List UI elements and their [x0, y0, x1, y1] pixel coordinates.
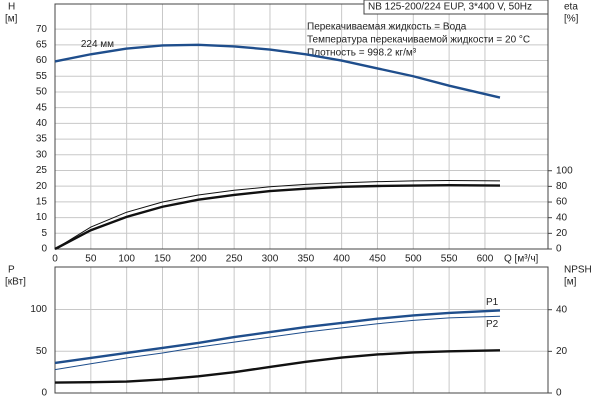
y2-axis-label: [%]	[564, 14, 579, 25]
y-tick-label: 40	[36, 118, 48, 129]
curve	[54, 180, 500, 250]
curve	[54, 315, 501, 371]
curve-label: P1	[486, 297, 499, 308]
y-tick-label: 45	[36, 102, 48, 113]
y2-axis-label: [м]	[564, 277, 577, 288]
y-tick-label: 55	[36, 71, 48, 82]
y2-tick-label: 20	[556, 228, 568, 239]
x-tick-label: 350	[297, 254, 314, 265]
x-tick-label: 400	[333, 254, 350, 265]
x-tick-label: 300	[262, 254, 279, 265]
y2-tick-label: 40	[556, 212, 568, 223]
info-text: Перекачиваемая жидкость = Вода	[307, 22, 467, 33]
y2-axis-label: NPSH	[564, 265, 592, 276]
x-tick-label: 450	[369, 254, 386, 265]
x-tick-label: 200	[190, 254, 207, 265]
y-tick-label: 25	[36, 165, 48, 176]
y-axis-label: [кВт]	[5, 277, 26, 288]
y-tick-label: 10	[36, 212, 48, 223]
header: NB 125-200/224 EUP, 3*400 V, 50Hz	[368, 2, 532, 13]
y-tick-label: 0	[41, 388, 47, 399]
x-tick-label: 100	[118, 254, 135, 265]
x-tick-label: 250	[226, 254, 243, 265]
header-box	[363, 0, 549, 15]
y2-tick-label: 20	[556, 346, 568, 357]
y2-tick-label: 100	[556, 165, 573, 176]
y-tick-label: 100	[30, 304, 47, 315]
y-tick-label: 65	[36, 39, 48, 50]
x-tick-label: 50	[85, 254, 97, 265]
y2-tick-label: 0	[556, 244, 562, 255]
curve-label: 224 мм	[81, 39, 114, 50]
plot-frame	[54, 266, 549, 394]
y-tick-label: 5	[41, 228, 47, 239]
info-text: Температура перекачиваемой жидкости = 20…	[307, 35, 530, 46]
y-tick-label: 15	[36, 197, 48, 208]
info-text: Плотность = 998.2 кг/м³	[307, 48, 417, 59]
x-tick-label: 150	[154, 254, 171, 265]
x-tick-label: 600	[477, 254, 494, 265]
x-tick-label: 0	[52, 254, 58, 265]
y-tick-label: 0	[41, 244, 47, 255]
curve-label: P2	[486, 319, 499, 330]
curve	[54, 309, 501, 365]
y-tick-label: 60	[36, 55, 48, 66]
y-axis-label: P	[8, 265, 15, 276]
y2-tick-label: 60	[556, 197, 568, 208]
y-axis-label: H	[8, 2, 15, 13]
curve	[54, 184, 500, 251]
y2-tick-label: 0	[556, 388, 562, 399]
curve	[54, 43, 501, 99]
y-tick-label: 20	[36, 181, 48, 192]
y-tick-label: 30	[36, 149, 48, 160]
y2-axis-label: eta	[564, 2, 578, 13]
y-tick-label: 50	[36, 346, 48, 357]
y-tick-label: 35	[36, 134, 48, 145]
y-tick-label: 50	[36, 87, 48, 98]
x-tick-label: 550	[441, 254, 458, 265]
y2-tick-label: 40	[556, 304, 568, 315]
y-axis-label: [м]	[5, 14, 18, 25]
y2-tick-label: 80	[556, 181, 568, 192]
plot-frame	[54, 3, 549, 250]
x-tick-label: 500	[405, 254, 422, 265]
curve	[54, 349, 501, 384]
y-tick-label: 70	[36, 24, 48, 35]
x-axis-label: Q [м³/ч]	[504, 254, 539, 265]
